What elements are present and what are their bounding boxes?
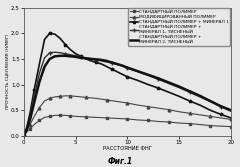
Y-axis label: ПРОЧНОСТЬ СЦЕПЛЕНИЯ (Н/ММ²): ПРОЧНОСТЬ СЦЕПЛЕНИЯ (Н/ММ²)	[6, 34, 10, 109]
X-axis label: РАССТОЯНИЕ ФНГ: РАССТОЯНИЕ ФНГ	[103, 146, 152, 151]
Text: Фиг.1: Фиг.1	[108, 157, 132, 166]
Legend: СТАНДАРТНЫЙ ПОЛИМЕР, МОДИФИЦИРОВАННЫЙ ПОЛИМЕР, СТАНДАРТНЫЙ ПОЛИМЕР + МИНЕРАЛ 1, : СТАНДАРТНЫЙ ПОЛИМЕР, МОДИФИЦИРОВАННЫЙ ПО…	[128, 9, 230, 46]
